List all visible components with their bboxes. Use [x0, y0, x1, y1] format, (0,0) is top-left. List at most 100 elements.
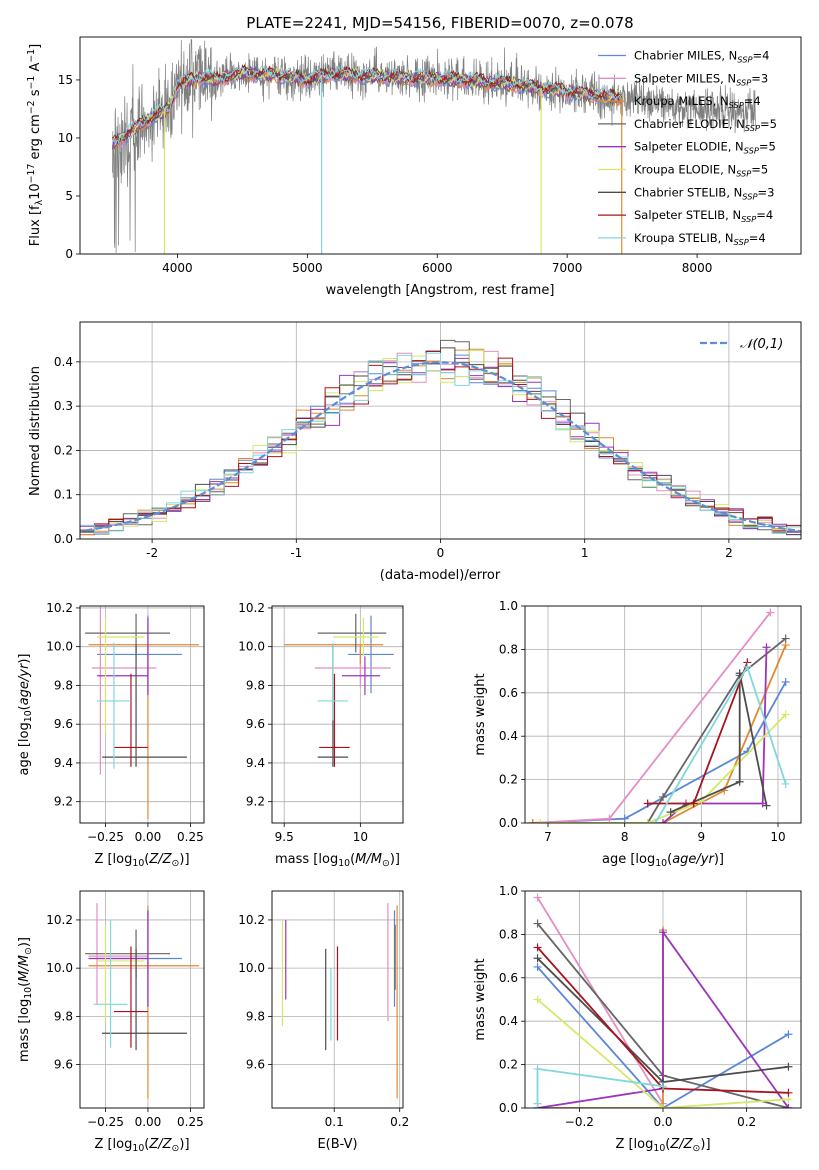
legend-entry: Chabrier STELIB, NSSP=3 [634, 185, 774, 201]
label-part: =3 [757, 185, 774, 199]
data-point [762, 801, 771, 810]
observed-spectrum [112, 39, 756, 253]
weight-series-salpeter-miles [528, 608, 775, 823]
x-tick-label: 6000 [422, 261, 453, 275]
y-tick-label: 0.2 [54, 443, 73, 457]
data-point [533, 962, 542, 971]
label-part: age/yr [672, 852, 715, 867]
label-part: Z/Z [148, 852, 172, 867]
y-tick-label: 0.4 [499, 729, 518, 743]
y-tick-label: 10.2 [238, 913, 265, 927]
data-point [659, 1082, 667, 1091]
x-tick-label: −0.25 [87, 830, 124, 844]
label-part: )] [179, 1137, 189, 1152]
y-tick-label: 9.2 [246, 795, 265, 809]
data-point [784, 1030, 793, 1039]
label-part: age/yr [17, 662, 32, 705]
label-part: Flux [f [28, 205, 43, 246]
panel-weight-vs-Z: −0.2 0.0 0.2 0.0 0.2 0.4 0.6 0.8 1.0 Z [log10(Z/Z… [473, 884, 802, 1154]
x-tick-label: -1 [290, 546, 302, 560]
x-axis-label: age [log10(age/yr)] [602, 852, 724, 869]
data-point [533, 1064, 542, 1073]
label-part: Z [log [94, 852, 132, 867]
errorbar-salpeter-elodie [88, 910, 149, 1007]
label-part: λ [34, 199, 45, 205]
legend-entry: Salpeter ELODIE, NSSP=5 [634, 140, 776, 156]
errorbar-chabrier-stelib [102, 644, 188, 767]
y-tick-label: 0.6 [499, 686, 518, 700]
label-part: ⊙ [693, 1143, 701, 1154]
x-tick-label: −0.25 [87, 1115, 124, 1129]
label-part: −17 [26, 164, 37, 184]
y-axis-label: Normed distribution [28, 366, 43, 496]
y-tick-label: 9.6 [246, 717, 265, 731]
weight-series-salpeter-stelib [643, 658, 752, 808]
errorbar-chabrier-elodie [317, 613, 387, 653]
y-axis-label: mass weight [473, 673, 488, 755]
data-point [659, 792, 667, 801]
x-tick-label: 0.25 [177, 830, 204, 844]
errorbar-kroupa-miles [284, 644, 384, 665]
data-point [659, 819, 667, 823]
chart-title: PLATE=2241, MJD=54156, FIBERID=0070, z=0… [246, 14, 633, 32]
errorbar-salpeter-elodie [96, 617, 149, 696]
x-tick-label: 10 [770, 830, 785, 844]
label-part: =5 [759, 140, 776, 154]
data-point [781, 677, 790, 686]
series-line [532, 611, 772, 823]
y-axis-label: mass [log10(M/M⊙)] [17, 937, 34, 1062]
legend-entry: Salpeter MILES, NSSP=3 [634, 71, 768, 87]
label-part: SSP [736, 77, 751, 87]
data-point [689, 799, 698, 808]
data-point [666, 808, 675, 817]
label-part: Kroupa ELODIE, N [634, 163, 736, 177]
data-point [528, 819, 537, 823]
errorbar-kroupa-elodie [96, 617, 145, 734]
series-line [646, 637, 787, 823]
label-part: Z [log [94, 1137, 132, 1152]
data-point [643, 819, 652, 823]
axes-frame [79, 36, 802, 255]
series-line [662, 647, 768, 823]
x-axis-label: Z [log10(Z/Z⊙)] [94, 1137, 189, 1154]
label-part: ( [144, 1137, 149, 1152]
data-point [533, 893, 542, 902]
x-tick-label: 0.2 [737, 1115, 756, 1129]
label-part: )] [390, 852, 400, 867]
series-line [532, 644, 787, 823]
y-tick-label: 0.8 [499, 927, 518, 941]
label-part: erg cm [28, 114, 43, 163]
x-tick-label: 9.5 [275, 830, 294, 844]
label-part: E(B-V) [317, 1137, 357, 1152]
plot-area [80, 322, 801, 539]
label-part: Chabrier STELIB, N [634, 185, 742, 199]
panel-mass-vs-Z: −0.25 0.00 0.259.69.810.010.2Z [log10(Z/Z⊙… [17, 890, 205, 1154]
weight-series-kroupa-stelib [651, 662, 790, 823]
data-point [533, 995, 542, 1004]
model-kroupa-miles [112, 68, 623, 151]
y-tick-label: 9.8 [54, 1009, 73, 1023]
y-tick-label: 9.6 [246, 1058, 265, 1072]
errorbar-salpeter-stelib [113, 673, 148, 767]
data-point [533, 919, 542, 928]
x-tick-label: 8 [621, 830, 629, 844]
label-part: 10 [655, 858, 667, 869]
label-part: )] [700, 1137, 710, 1152]
x-tick-label: 7000 [552, 261, 583, 275]
label-part: SSP [734, 237, 749, 247]
label-part: 10 [28, 183, 43, 200]
y-tick-label: 0.0 [499, 1101, 518, 1115]
data-point [659, 928, 667, 937]
y-tick-label: 10.2 [238, 601, 265, 615]
errorbar-kroupa-stelib [93, 919, 128, 1048]
label-part: ( [665, 1137, 670, 1152]
y-tick-label: 10.0 [46, 640, 73, 654]
data-point [659, 1104, 667, 1108]
data-point [781, 710, 790, 719]
data-point [784, 1062, 793, 1071]
label-part: 10 [653, 1143, 665, 1154]
series-line [647, 662, 749, 805]
label-part: Z/Z [669, 1137, 693, 1152]
weight-series-chabrier-stelib [533, 954, 793, 1086]
